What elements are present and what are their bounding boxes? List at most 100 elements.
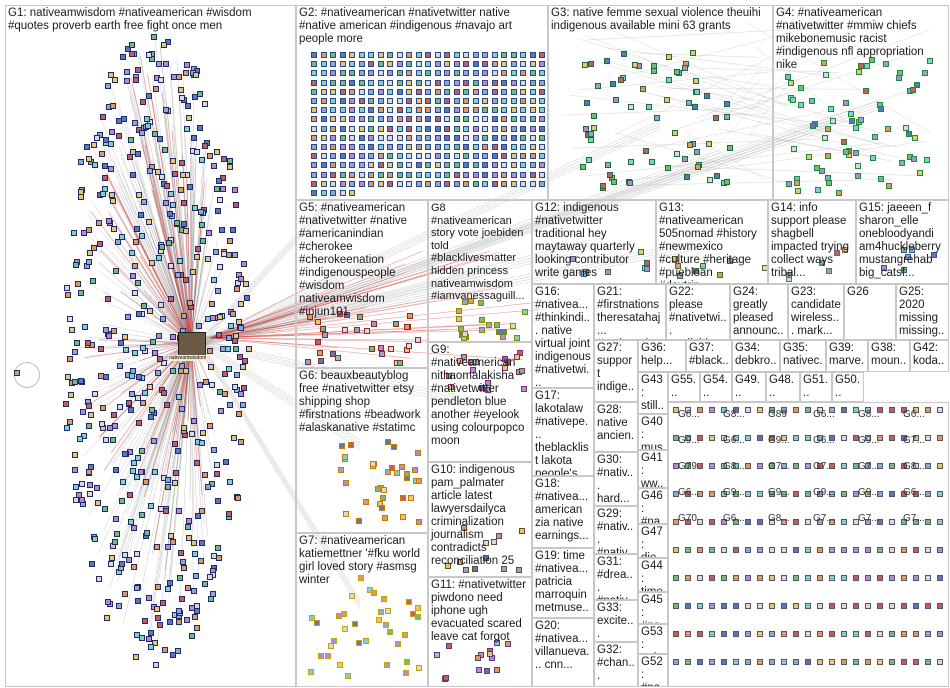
graph-node	[889, 435, 895, 441]
graph-node	[108, 561, 115, 568]
graph-node	[320, 171, 327, 178]
group-g31-label: G31: #drea... #nativ...	[597, 556, 633, 599]
small-group-label: G6...	[723, 513, 745, 524]
graph-node	[175, 608, 182, 615]
graph-node	[349, 593, 356, 600]
graph-node	[339, 171, 346, 178]
graph-node	[781, 547, 787, 553]
edge	[209, 337, 431, 341]
graph-node	[358, 79, 365, 86]
graph-node	[103, 614, 110, 621]
graph-node	[87, 249, 94, 256]
graph-node	[109, 103, 116, 110]
graph-node	[444, 180, 450, 187]
graph-node	[690, 50, 697, 57]
edge	[199, 345, 361, 610]
graph-node	[913, 603, 919, 609]
small-group-label: G8...	[858, 409, 880, 420]
edge	[160, 342, 192, 476]
graph-node	[491, 171, 498, 178]
graph-node	[341, 327, 348, 334]
graph-node	[349, 116, 355, 123]
graph-node	[901, 659, 907, 665]
graph-node	[217, 263, 224, 270]
edge	[199, 102, 881, 343]
graph-node	[501, 61, 507, 68]
graph-node	[937, 547, 943, 553]
graph-node	[377, 153, 384, 160]
group-g24: G24: greatly pleased announc...	[730, 284, 788, 340]
graph-node	[673, 547, 679, 553]
graph-node	[588, 137, 595, 144]
graph-node	[805, 435, 811, 441]
graph-node	[213, 248, 220, 255]
graph-node	[348, 442, 355, 449]
graph-node	[107, 71, 114, 78]
graph-node	[396, 88, 403, 95]
group-g51: G51...	[800, 372, 832, 402]
graph-node	[240, 385, 247, 392]
graph-node	[106, 333, 113, 340]
group-g54: G54...	[700, 372, 732, 402]
graph-node	[315, 339, 322, 346]
graph-node	[93, 134, 100, 141]
graph-node	[193, 148, 200, 155]
graph-node	[403, 324, 410, 331]
graph-node	[841, 435, 847, 441]
graph-node	[217, 408, 224, 415]
edge	[81, 342, 192, 401]
graph-node	[434, 107, 441, 114]
graph-node	[814, 186, 821, 193]
graph-node	[86, 422, 93, 429]
graph-node	[240, 363, 247, 370]
graph-node	[491, 88, 498, 95]
graph-node	[146, 167, 153, 174]
graph-node	[165, 483, 172, 490]
graph-node	[793, 603, 799, 609]
graph-node	[339, 190, 346, 196]
graph-node	[494, 322, 501, 329]
graph-node	[164, 476, 171, 483]
graph-node	[110, 197, 117, 204]
edge	[199, 248, 591, 347]
graph-node	[330, 88, 336, 95]
graph-node	[226, 365, 233, 372]
group-g53-label: G53: noh...	[641, 626, 663, 653]
graph-node	[482, 162, 488, 169]
graph-node	[193, 459, 200, 466]
graph-node	[145, 123, 152, 130]
graph-node	[539, 107, 545, 114]
group-g8: G8 #nativeamerican story vote joebiden t…	[428, 200, 532, 342]
graph-node	[785, 73, 792, 80]
graph-node	[491, 79, 498, 86]
graph-node	[145, 92, 152, 99]
edge	[199, 105, 881, 345]
graph-node	[86, 490, 93, 497]
graph-node	[210, 163, 217, 170]
graph-node	[198, 508, 205, 515]
graph-node	[745, 519, 751, 525]
graph-node	[67, 418, 73, 425]
graph-node	[386, 629, 393, 636]
graph-node	[339, 134, 346, 141]
graph-node	[368, 180, 374, 187]
graph-node	[349, 70, 355, 77]
graph-node	[482, 171, 488, 178]
graph-node	[320, 180, 327, 187]
graph-node	[853, 659, 859, 665]
graph-node	[358, 52, 365, 58]
graph-node	[195, 245, 202, 252]
graph-node	[234, 372, 241, 379]
graph-node	[85, 340, 92, 347]
graph-node	[406, 599, 413, 606]
graph-node	[757, 407, 763, 413]
graph-node	[139, 447, 146, 454]
graph-node	[174, 647, 181, 654]
graph-node	[141, 617, 148, 624]
edge	[658, 85, 788, 105]
graph-node	[311, 190, 317, 196]
graph-node	[174, 272, 181, 278]
graph-node	[889, 519, 895, 525]
graph-node	[472, 162, 479, 169]
graph-node	[396, 144, 403, 150]
